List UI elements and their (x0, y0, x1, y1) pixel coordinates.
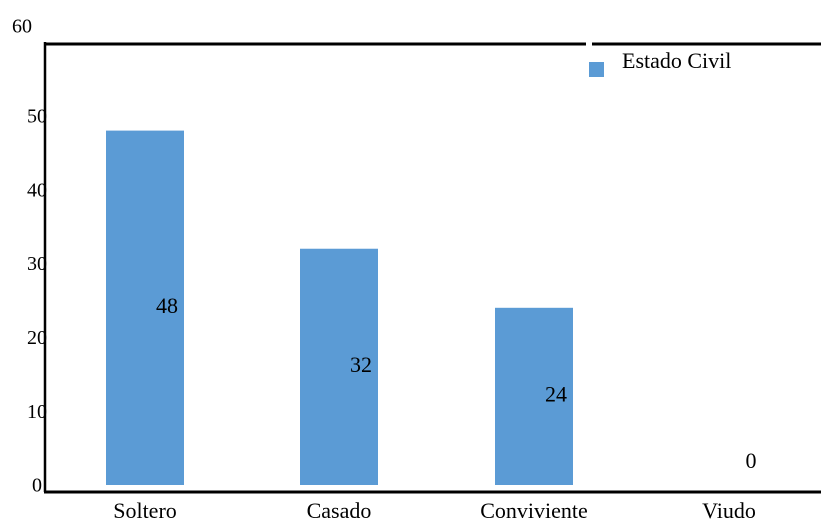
data-label-conviviente: 24 (545, 381, 567, 406)
y-tick-label: 10 (27, 401, 47, 423)
x-tick-label-viudo: Viudo (702, 498, 756, 523)
x-tick-label-casado: Casado (307, 498, 372, 523)
bar-soltero (106, 130, 184, 485)
y-tick-label: 0 (32, 475, 42, 497)
y-tick-label: 50 (27, 105, 47, 127)
data-label-soltero: 48 (156, 293, 178, 318)
data-label-casado: 32 (350, 352, 372, 377)
x-tick-label-conviviente: Conviviente (480, 498, 588, 523)
bar-casado (300, 248, 378, 485)
x-tick-label-soltero: Soltero (113, 498, 177, 523)
data-label-viudo: 0 (746, 448, 757, 473)
bar-conviviente (495, 307, 573, 485)
y-tick-label: 20 (27, 327, 47, 349)
y-tick-label: 30 (27, 253, 47, 275)
legend-swatch (589, 62, 604, 77)
legend-label: Estado Civil (622, 48, 731, 73)
y-tick-label: 40 (27, 179, 47, 201)
y-tick-label: 60 (12, 16, 32, 38)
